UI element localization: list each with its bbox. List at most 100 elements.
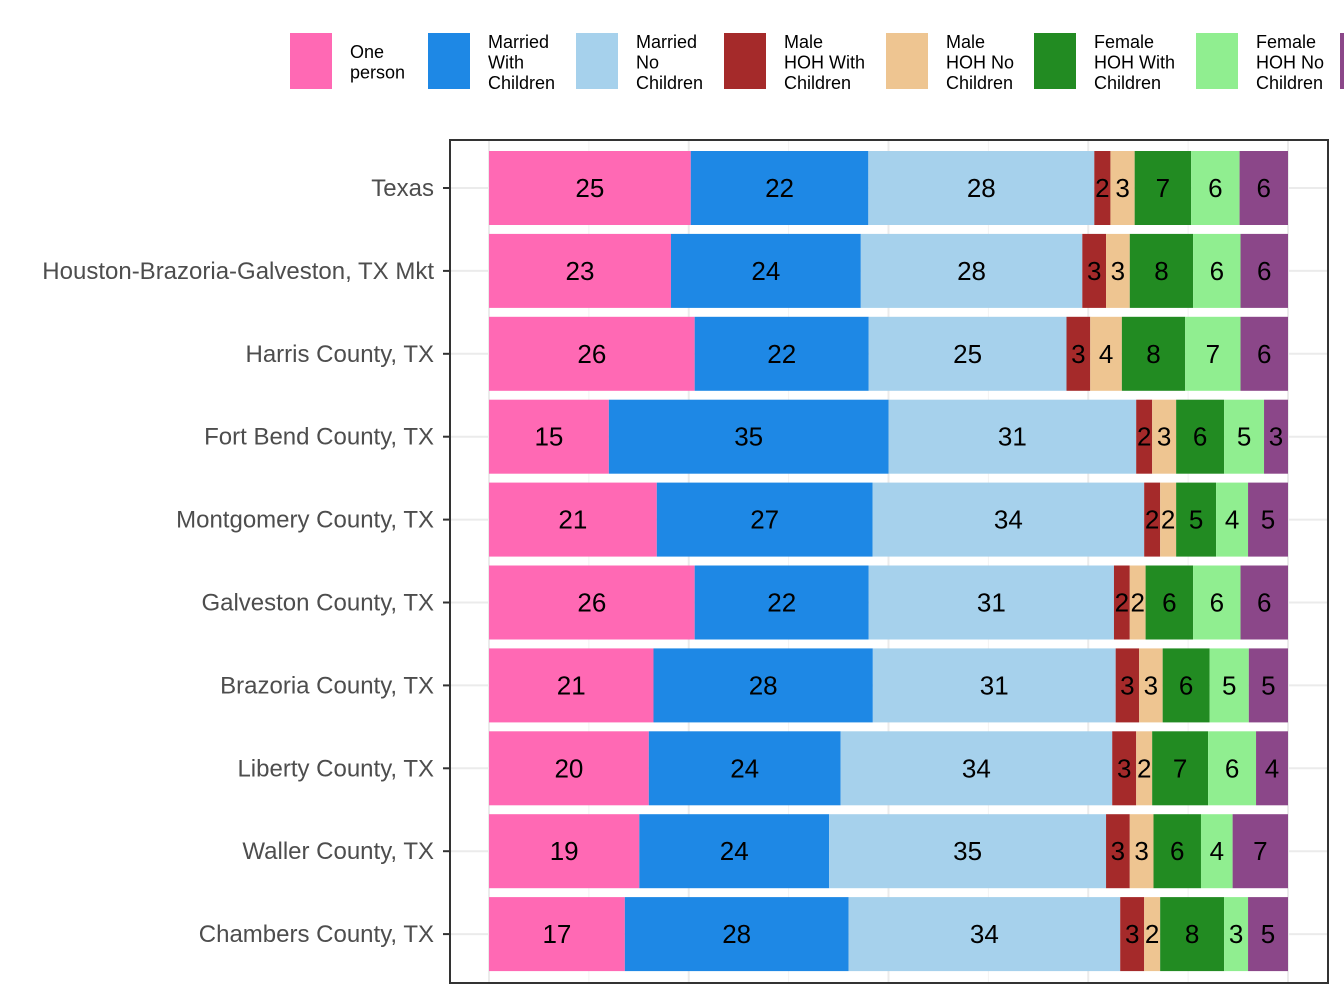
bar-liberty-county-tx-series-8	[1256, 731, 1288, 806]
legend-key-1	[290, 33, 332, 89]
value-label-galveston-county-tx-series-1: 26	[577, 588, 606, 618]
value-label-houston-brazoria-galveston-tx-mkt-series-5: 3	[1111, 256, 1125, 286]
bar-brazoria-county-tx-series-1	[489, 648, 654, 723]
bar-galveston-county-tx-series-3	[868, 565, 1114, 640]
value-label-fort-bend-county-tx-series-1: 15	[534, 422, 563, 452]
value-label-brazoria-county-tx-series-8: 5	[1261, 670, 1275, 700]
value-label-liberty-county-tx-series-5: 2	[1137, 753, 1151, 783]
bar-brazoria-county-tx-series-8	[1248, 648, 1288, 723]
value-label-houston-brazoria-galveston-tx-mkt-series-3: 28	[957, 256, 986, 286]
bar-fort-bend-county-tx-series-4	[1136, 399, 1153, 474]
bar-waller-county-tx-series-4	[1106, 814, 1130, 889]
category-label-texas: Texas	[371, 175, 434, 202]
value-label-brazoria-county-tx-series-3: 31	[980, 670, 1009, 700]
bar-houston-brazoria-galveston-tx-mkt-series-4	[1082, 233, 1107, 308]
legend-label-5-line-3: Children	[946, 73, 1013, 93]
bar-chambers-county-tx-series-6	[1160, 897, 1225, 972]
legend-label-7-line-3: Children	[1256, 73, 1323, 93]
bar-houston-brazoria-galveston-tx-mkt-series-1	[489, 233, 671, 308]
value-label-fort-bend-county-tx-series-7: 5	[1237, 422, 1251, 452]
legend-label-6-line-1: Female	[1094, 32, 1154, 52]
value-label-harris-county-tx-series-6: 8	[1146, 339, 1160, 369]
value-label-waller-county-tx-series-6: 6	[1170, 836, 1184, 866]
value-label-waller-county-tx-series-2: 24	[720, 836, 749, 866]
legend-key-3	[576, 33, 618, 89]
value-label-houston-brazoria-galveston-tx-mkt-series-8: 6	[1257, 256, 1271, 286]
bar-montgomery-county-tx-series-7	[1216, 482, 1249, 557]
bar-harris-county-tx-series-4	[1066, 316, 1091, 391]
bar-brazoria-county-tx-series-5	[1139, 648, 1163, 723]
value-label-waller-county-tx-series-3: 35	[953, 836, 982, 866]
value-label-brazoria-county-tx-series-6: 6	[1179, 670, 1193, 700]
value-label-liberty-county-tx-series-2: 24	[730, 753, 759, 783]
bar-liberty-county-tx-series-7	[1208, 731, 1257, 806]
bar-galveston-county-tx-series-6	[1145, 565, 1194, 640]
bar-houston-brazoria-galveston-tx-mkt-series-2	[670, 233, 861, 308]
value-label-brazoria-county-tx-series-5: 3	[1144, 670, 1158, 700]
bar-waller-county-tx-series-2	[639, 814, 830, 889]
value-label-fort-bend-county-tx-series-3: 31	[998, 422, 1027, 452]
legend-label-7-line-2: HOH No	[1256, 53, 1324, 73]
value-label-liberty-county-tx-series-1: 20	[554, 753, 583, 783]
bar-chambers-county-tx-series-4	[1120, 897, 1145, 972]
bar-brazoria-county-tx-series-2	[653, 648, 873, 723]
value-label-harris-county-tx-series-1: 26	[577, 339, 606, 369]
legend-label-2-line-3: Children	[488, 73, 555, 93]
bar-fort-bend-county-tx-series-6	[1176, 399, 1225, 474]
value-label-harris-county-tx-series-2: 22	[767, 339, 796, 369]
category-label-liberty-county-tx: Liberty County, TX	[237, 755, 434, 782]
value-label-chambers-county-tx-series-6: 8	[1185, 919, 1199, 949]
value-label-waller-county-tx-series-8: 7	[1253, 836, 1267, 866]
bar-chambers-county-tx-series-5	[1144, 897, 1161, 972]
bar-waller-county-tx-series-1	[489, 814, 640, 889]
legend-label-3-line-3: Children	[636, 73, 703, 93]
bar-liberty-county-tx-series-3	[840, 731, 1113, 806]
bar-harris-county-tx-series-7	[1185, 316, 1241, 391]
bar-texas-series-6	[1134, 151, 1192, 225]
bar-montgomery-county-tx-series-8	[1248, 482, 1288, 557]
bar-waller-county-tx-series-5	[1129, 814, 1154, 889]
bar-houston-brazoria-galveston-tx-mkt-series-6	[1129, 233, 1194, 308]
value-label-chambers-county-tx-series-4: 3	[1125, 919, 1139, 949]
bar-houston-brazoria-galveston-tx-mkt-series-8	[1240, 233, 1288, 308]
bar-brazoria-county-tx-series-4	[1115, 648, 1140, 723]
value-label-waller-county-tx-series-4: 3	[1111, 836, 1125, 866]
value-label-harris-county-tx-series-4: 3	[1071, 339, 1085, 369]
bar-liberty-county-tx-series-4	[1112, 731, 1137, 806]
bar-texas-series-3	[868, 151, 1095, 225]
legend-item-8	[1340, 33, 1344, 89]
legend-label-1-line-1: One	[350, 42, 384, 62]
value-label-fort-bend-county-tx-series-8: 3	[1269, 422, 1283, 452]
legend-label-5-line-1: Male	[946, 32, 985, 52]
value-label-texas-series-6: 7	[1156, 173, 1170, 203]
legend-label-2-line-1: Married	[488, 32, 549, 52]
bar-chambers-county-tx-series-1	[489, 897, 625, 972]
value-label-chambers-county-tx-series-8: 5	[1261, 919, 1275, 949]
value-label-texas-series-4: 2	[1095, 173, 1109, 203]
value-label-waller-county-tx-series-5: 3	[1134, 836, 1148, 866]
legend-label-3-line-2: No	[636, 53, 659, 73]
legend-key-8	[1340, 33, 1344, 89]
bar-harris-county-tx-series-5	[1090, 316, 1122, 391]
value-label-liberty-county-tx-series-4: 3	[1117, 753, 1131, 783]
bar-galveston-county-tx-series-2	[694, 565, 869, 640]
bar-montgomery-county-tx-series-5	[1160, 482, 1177, 557]
category-label-harris-county-tx: Harris County, TX	[246, 341, 435, 368]
value-label-chambers-county-tx-series-5: 2	[1145, 919, 1159, 949]
legend-key-5	[886, 33, 928, 89]
bar-galveston-county-tx-series-4	[1113, 565, 1130, 640]
bar-fort-bend-county-tx-series-3	[888, 399, 1137, 474]
bar-brazoria-county-tx-series-7	[1209, 648, 1249, 723]
value-label-chambers-county-tx-series-1: 17	[542, 919, 571, 949]
value-label-houston-brazoria-galveston-tx-mkt-series-2: 24	[751, 256, 780, 286]
value-label-houston-brazoria-galveston-tx-mkt-series-6: 8	[1154, 256, 1168, 286]
category-label-waller-county-tx: Waller County, TX	[242, 838, 434, 865]
legend-label-4-line-3: Children	[784, 73, 851, 93]
value-label-chambers-county-tx-series-3: 34	[970, 919, 999, 949]
